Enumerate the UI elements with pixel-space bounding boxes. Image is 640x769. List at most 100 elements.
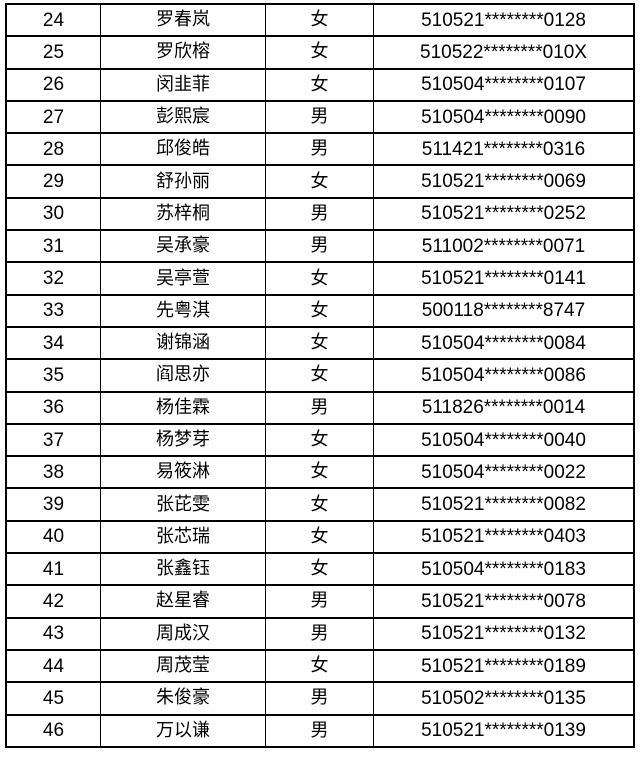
- cell-id-number: 510521********0139: [373, 714, 635, 748]
- cell-number: 24: [5, 3, 101, 37]
- cell-number: 46: [5, 714, 101, 748]
- cell-gender: 女: [265, 3, 374, 37]
- cell-number: 26: [5, 68, 101, 102]
- cell-name: 吴承豪: [100, 229, 266, 263]
- cell-number: 45: [5, 681, 101, 716]
- table-row: 46 万以谦男 510521********0139: [5, 714, 635, 748]
- cell-id-number: 510521********0128: [373, 3, 635, 37]
- cell-name: 罗欣榕: [100, 35, 266, 70]
- cell-number: 44: [5, 649, 101, 683]
- table-row: 31 吴承豪男 511002********0071: [5, 229, 635, 263]
- table-row: 27 彭熙宸男 510504********0090: [5, 100, 635, 134]
- cell-number: 35: [5, 358, 101, 393]
- cell-name: 谢锦涵: [100, 326, 266, 360]
- cell-name: 张芘雯: [100, 487, 266, 522]
- cell-number: 38: [5, 455, 101, 489]
- cell-id-number: 510504********0022: [373, 455, 635, 489]
- table-row: 35 阎思亦女 510504********0086: [5, 358, 635, 393]
- table-row: 25 罗欣榕女 510522********010X: [5, 35, 635, 70]
- cell-gender: 女: [265, 326, 374, 360]
- cell-number: 33: [5, 294, 101, 328]
- cell-gender: 女: [265, 552, 374, 586]
- cell-id-number: 510521********0252: [373, 197, 635, 231]
- cell-number: 43: [5, 617, 101, 651]
- table-body: 24 罗春岚女 510521********0128 25 罗欣榕女 510522****…: [5, 3, 635, 748]
- cell-name: 张芯瑞: [100, 520, 266, 554]
- cell-number: 28: [5, 132, 101, 166]
- cell-name: 易筱淋: [100, 455, 266, 489]
- cell-number: 39: [5, 487, 101, 522]
- cell-id-number: 510504********0084: [373, 326, 635, 360]
- cell-gender: 女: [265, 487, 374, 522]
- table-row: 30 苏梓桐男 510521********0252: [5, 197, 635, 231]
- cell-gender: 女: [265, 35, 374, 70]
- cell-number: 31: [5, 229, 101, 263]
- cell-gender: 男: [265, 714, 374, 748]
- cell-number: 30: [5, 197, 101, 231]
- cell-gender: 男: [265, 391, 374, 425]
- cell-id-number: 510504********0107: [373, 68, 635, 102]
- cell-name: 周茂莹: [100, 649, 266, 683]
- cell-id-number: 510521********0078: [373, 584, 635, 619]
- table-row: 29 舒孙丽女 510521********0069: [5, 164, 635, 199]
- cell-gender: 女: [265, 649, 374, 683]
- table-row: 40 张芯瑞女 510521********0403: [5, 520, 635, 554]
- table-row: 33 先粤淇女 500118********8747: [5, 294, 635, 328]
- cell-number: 29: [5, 164, 101, 199]
- cell-name: 罗春岚: [100, 3, 266, 37]
- cell-id-number: 511826********0014: [373, 391, 635, 425]
- cell-name: 万以谦: [100, 714, 266, 748]
- cell-name: 闵韭菲: [100, 68, 266, 102]
- cell-id-number: 510521********0082: [373, 487, 635, 522]
- cell-id-number: 510504********0090: [373, 100, 635, 134]
- cell-name: 张鑫钰: [100, 552, 266, 586]
- cell-name: 杨佳霖: [100, 391, 266, 425]
- cell-gender: 女: [265, 520, 374, 554]
- cell-number: 34: [5, 326, 101, 360]
- cell-gender: 女: [265, 164, 374, 199]
- cell-number: 41: [5, 552, 101, 586]
- cell-id-number: 510502********0135: [373, 681, 635, 716]
- table-row: 37 杨梦芽女 510504********0040: [5, 423, 635, 457]
- table-row: 41 张鑫钰女 510504********0183: [5, 552, 635, 586]
- table-row: 28 邱俊皓男 511421********0316: [5, 132, 635, 166]
- cell-gender: 男: [265, 132, 374, 166]
- cell-gender: 男: [265, 229, 374, 263]
- cell-id-number: 510522********010X: [373, 35, 635, 70]
- cell-id-number: 511002********0071: [373, 229, 635, 263]
- cell-name: 朱俊豪: [100, 681, 266, 716]
- cell-name: 阎思亦: [100, 358, 266, 393]
- cell-name: 彭熙宸: [100, 100, 266, 134]
- cell-gender: 男: [265, 197, 374, 231]
- cell-name: 吴亭萱: [100, 261, 266, 296]
- cell-id-number: 511421********0316: [373, 132, 635, 166]
- cell-number: 25: [5, 35, 101, 70]
- table-row: 26 闵韭菲女 510504********0107: [5, 68, 635, 102]
- cell-gender: 女: [265, 68, 374, 102]
- cell-name: 苏梓桐: [100, 197, 266, 231]
- table-row: 24 罗春岚女 510521********0128: [5, 3, 635, 37]
- cell-gender: 女: [265, 261, 374, 296]
- table-row: 43 周成汉男 510521********0132: [5, 617, 635, 651]
- cell-name: 先粤淇: [100, 294, 266, 328]
- cell-id-number: 510504********0086: [373, 358, 635, 393]
- cell-number: 32: [5, 261, 101, 296]
- cell-id-number: 500118********8747: [373, 294, 635, 328]
- cell-name: 舒孙丽: [100, 164, 266, 199]
- table-row: 44 周茂莹女 510521********0189: [5, 649, 635, 683]
- cell-name: 邱俊皓: [100, 132, 266, 166]
- table-row: 39 张芘雯女 510521********0082: [5, 487, 635, 522]
- student-table: 24 罗春岚女 510521********0128 25 罗欣榕女 510522****…: [5, 3, 635, 748]
- cell-gender: 男: [265, 681, 374, 716]
- cell-gender: 女: [265, 423, 374, 457]
- cell-name: 周成汉: [100, 617, 266, 651]
- cell-gender: 男: [265, 584, 374, 619]
- cell-name: 赵星睿: [100, 584, 266, 619]
- cell-gender: 女: [265, 455, 374, 489]
- table-row: 38 易筱淋女 510504********0022: [5, 455, 635, 489]
- table-row: 32 吴亭萱女 510521********0141: [5, 261, 635, 296]
- cell-number: 36: [5, 391, 101, 425]
- cell-number: 27: [5, 100, 101, 134]
- cell-id-number: 510504********0040: [373, 423, 635, 457]
- cell-gender: 女: [265, 358, 374, 393]
